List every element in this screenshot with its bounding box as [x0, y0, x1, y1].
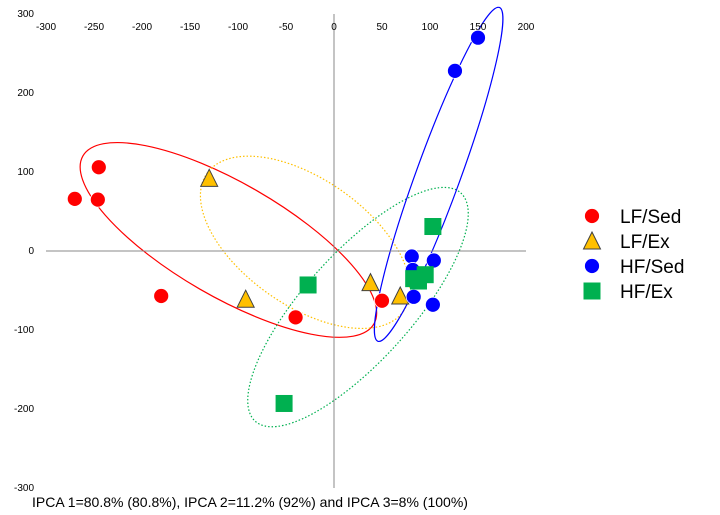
point-lf-ex-0	[199, 168, 219, 187]
point-hf-ex-4	[405, 270, 423, 288]
point-hf-ex-0	[424, 218, 442, 236]
point-hf-sed-0	[470, 29, 486, 46]
point-hf-ex-1	[299, 276, 317, 294]
legend-label-lf-sed: LF/Sed	[620, 207, 681, 228]
y-tick-label-4: -100	[14, 325, 34, 336]
point-hf-sed-7	[424, 296, 441, 313]
x-tick-label-6: 0	[331, 22, 337, 33]
y-tick-label-0: 300	[17, 9, 34, 20]
point-lf-sed-3	[153, 288, 170, 304]
point-hf-sed-2	[403, 248, 420, 265]
y-tick-label-5: -200	[14, 404, 34, 415]
y-tick-label-6: -300	[14, 483, 34, 494]
x-tick-label-10: 200	[518, 22, 535, 33]
x-tick-label-9: 150	[470, 22, 487, 33]
legend-marker-hf-ex	[583, 282, 601, 300]
x-tick-labels: -300 -250 -200 -150 -100 -50 0 50 100 150 200	[36, 22, 535, 33]
legend-label-hf-sed: HF/Sed	[620, 257, 684, 278]
point-hf-ex-5	[275, 394, 293, 412]
point-hf-sed-1	[447, 62, 463, 79]
x-tick-label-0: -300	[36, 22, 56, 33]
ellipse-hf-ex	[247, 186, 469, 428]
axes	[46, 14, 526, 488]
point-lf-sed-1	[90, 159, 107, 176]
point-lf-sed-2	[89, 191, 106, 208]
point-lf-ex-2	[361, 272, 380, 292]
ellipse-hf-sed	[373, 6, 504, 343]
point-hf-sed-6	[405, 288, 422, 305]
x-tick-label-7: 50	[376, 22, 388, 33]
point-lf-sed-0	[66, 190, 83, 207]
legend-marker-lf-sed	[584, 208, 600, 224]
point-lf-ex-3	[390, 285, 410, 305]
x-tick-label-1: -250	[84, 22, 104, 33]
y-tick-label-3: 0	[28, 246, 34, 257]
legend-label-lf-ex: LF/Ex	[620, 232, 670, 253]
x-tick-label-8: 100	[422, 22, 439, 33]
legend-marker-lf-ex	[582, 230, 602, 250]
point-lf-ex-1	[236, 289, 255, 308]
cluster-ellipses	[79, 6, 504, 428]
x-tick-label-3: -150	[180, 22, 200, 33]
legend-label-hf-ex: HF/Ex	[620, 282, 673, 303]
point-lf-sed-5	[374, 292, 390, 309]
point-hf-sed-3	[425, 252, 442, 269]
legend: LF/Sed LF/Ex HF/Sed HF/Ex	[582, 207, 684, 303]
variance-caption: IPCA 1=80.8% (80.8%), IPCA 2=11.2% (92%)…	[32, 494, 468, 510]
y-tick-labels: 300 200 100 0 -100 -200 -300	[14, 9, 34, 494]
x-tick-label-5: -50	[279, 22, 294, 33]
legend-marker-hf-sed	[584, 258, 600, 274]
y-tick-label-1: 200	[17, 88, 34, 99]
x-tick-label-2: -200	[132, 22, 152, 33]
x-tick-label-4: -100	[228, 22, 248, 33]
point-lf-sed-4	[287, 309, 304, 326]
y-tick-label-2: 100	[17, 167, 34, 178]
ellipse-lf-ex	[199, 155, 411, 330]
ellipse-lf-sed	[79, 141, 378, 338]
data-points	[66, 29, 486, 412]
